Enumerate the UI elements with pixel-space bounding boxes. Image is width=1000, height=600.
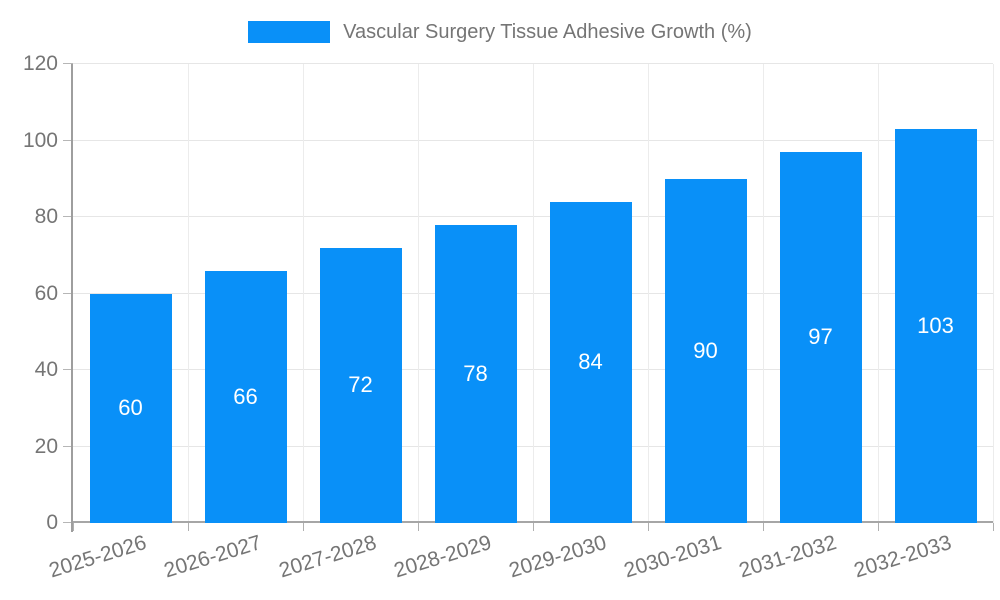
x-axis-tick [763,523,764,531]
v-gridline [533,64,534,523]
y-axis-label: 40 [34,358,58,381]
bar[interactable] [549,201,632,523]
bar[interactable] [664,178,747,523]
x-axis-tick [73,523,74,531]
chart-legend[interactable]: Vascular Surgery Tissue Adhesive Growth … [0,20,1000,44]
x-axis-line [73,521,993,523]
x-axis-label: 2032-2033 [851,531,955,583]
y-axis-tick [63,292,73,294]
x-axis-label: 2028-2029 [391,531,495,583]
h-gridline [73,63,993,64]
bar[interactable] [894,129,977,523]
bar-value-label: 66 [233,383,258,409]
y-axis-tick [63,216,73,217]
x-axis-label: 2030-2031 [621,531,725,583]
bar-value-label: 97 [808,324,833,350]
bar-value-label: 78 [463,360,488,386]
v-gridline [878,64,879,523]
y-axis-label: 120 [22,52,58,75]
bar-value-label: 84 [578,349,603,375]
x-axis-label: 2031-2032 [736,531,840,583]
bar-value-label: 103 [917,313,954,338]
x-axis-tick [878,523,879,531]
v-gridline [648,64,649,523]
x-axis-tick [418,523,419,531]
x-axis-label: 2029-2030 [506,531,610,583]
x-axis-label: 2026-2027 [161,531,265,583]
legend-label: Vascular Surgery Tissue Adhesive Growth … [343,20,752,43]
bar[interactable] [779,151,862,523]
v-gridline [763,64,764,523]
v-gridline [418,64,419,523]
y-axis-tick [63,369,73,370]
bar[interactable] [204,270,287,523]
x-axis-tick [303,523,304,531]
v-gridline [303,64,304,523]
y-axis-label: 80 [34,205,58,228]
y-axis-tick [63,139,73,141]
x-axis-label: 2025-2026 [46,531,150,583]
x-axis-tick [533,523,534,531]
y-axis-tick [63,522,73,523]
y-axis-line [71,64,73,532]
y-axis-label: 100 [22,128,58,152]
bar[interactable] [89,293,172,523]
x-axis-tick [188,523,189,531]
v-gridline [993,64,994,523]
y-axis-label: 20 [34,434,58,458]
bar-value-label: 72 [348,372,373,398]
x-axis-tick [648,523,649,531]
y-axis-tick [63,445,73,447]
y-axis-tick [63,63,73,64]
y-axis-label: 60 [34,281,58,305]
y-axis-label: 0 [46,511,58,534]
legend-swatch [248,21,331,43]
v-gridline [188,64,189,523]
x-axis-tick [993,523,994,531]
bar[interactable] [434,224,517,523]
bar[interactable] [319,247,402,523]
bar-value-label: 60 [118,395,143,421]
x-axis-label: 2027-2028 [276,531,380,583]
bar-value-label: 90 [693,337,718,363]
